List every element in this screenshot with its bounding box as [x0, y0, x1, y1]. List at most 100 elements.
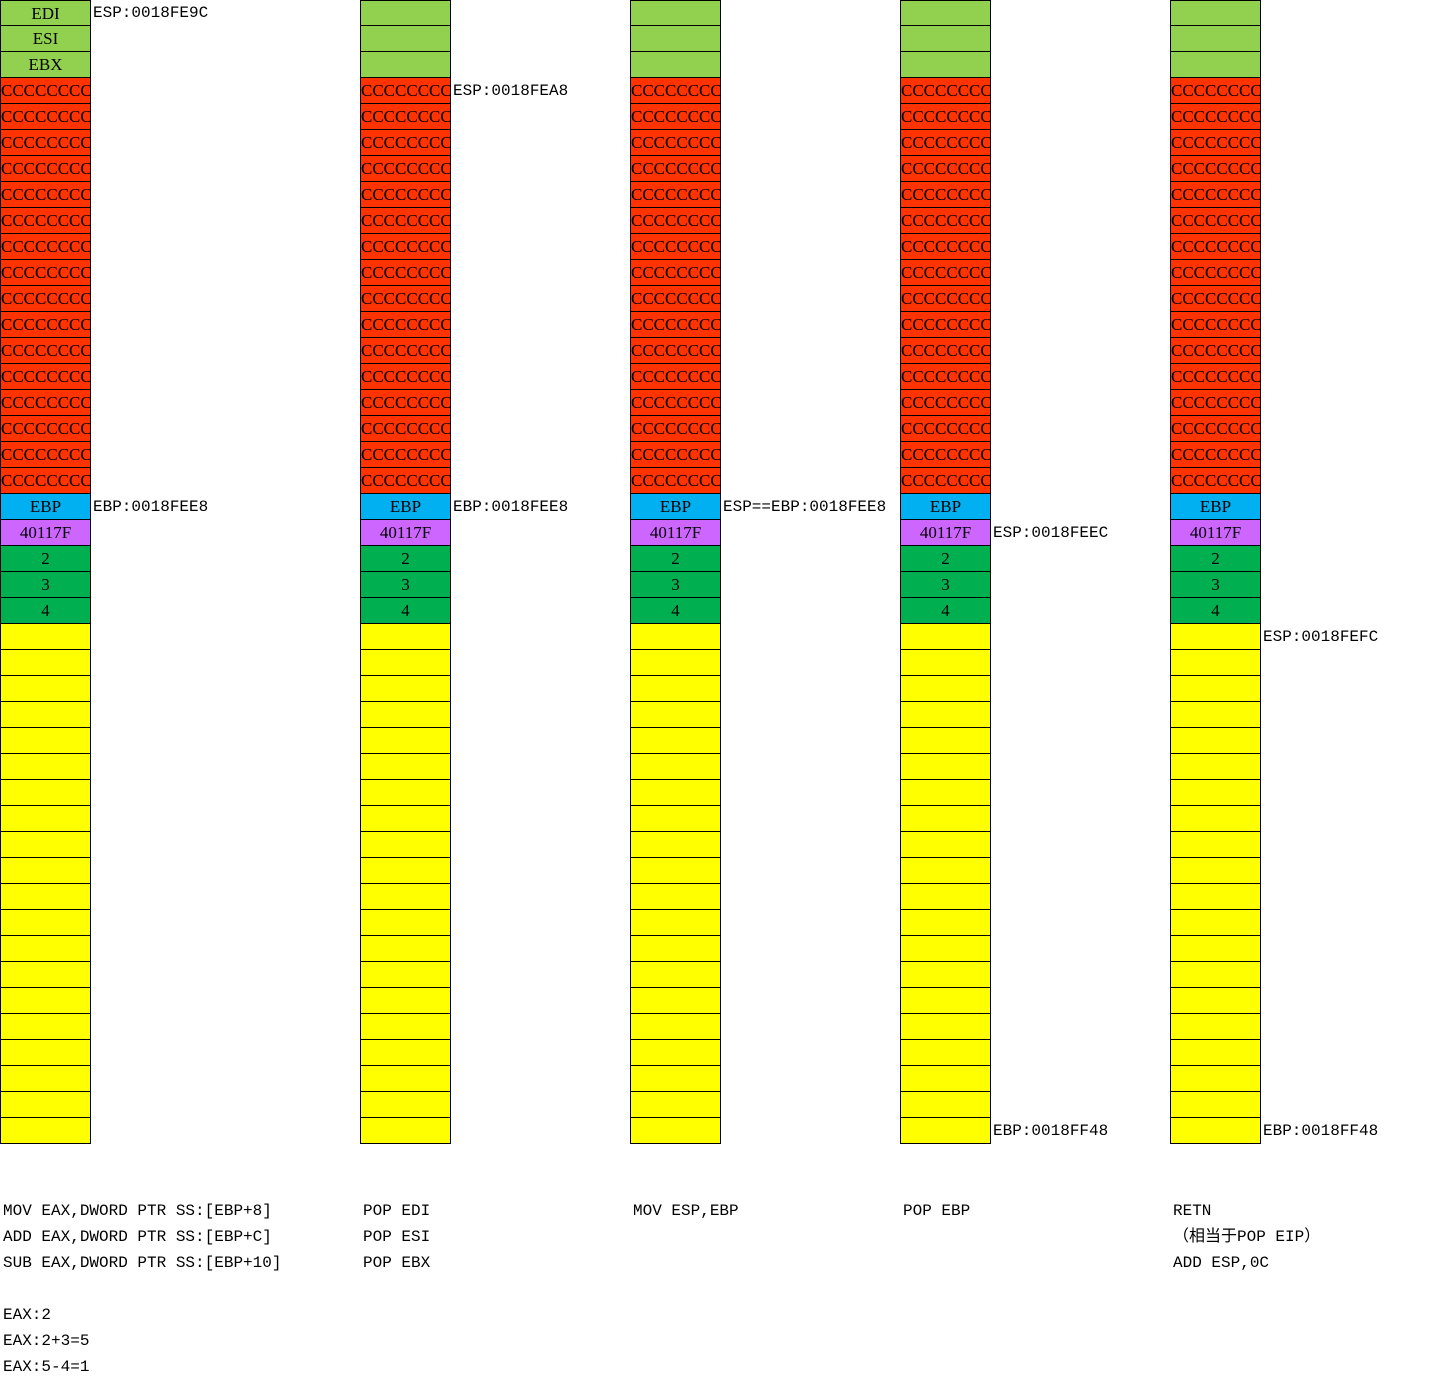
stack-cell-local: CCCCCCCC [1170, 78, 1262, 104]
stack-cell-empty [0, 676, 91, 702]
register-pointer-label: ESP:0018FE9C [93, 4, 209, 22]
register-pointer-label: ESP:0018FEEC [993, 524, 1109, 542]
stack-cell-saved: EBX [0, 52, 91, 78]
register-pointer-label: ESP==EBP:0018FEE8 [723, 498, 887, 516]
stack-cell-empty [630, 1118, 721, 1144]
stack-cell-empty [630, 1066, 721, 1092]
stack-cell-local: CCCCCCCC [900, 338, 992, 364]
stack-cell-empty [0, 1040, 91, 1066]
stack-cell-local: CCCCCCCC [0, 338, 92, 364]
stack-cell-local: CCCCCCCC [1170, 260, 1262, 286]
stack-cell-local: CCCCCCCC [1170, 390, 1262, 416]
stack-cell-local: CCCCCCCC [0, 416, 92, 442]
stack-cell-empty [360, 624, 451, 650]
stack-cell-empty [360, 1040, 451, 1066]
eax-result-line: EAX:5-4=1 [3, 1358, 90, 1376]
instruction-line: POP EBP [903, 1202, 971, 1220]
register-pointer-label: EBP:0018FF48 [1263, 1122, 1379, 1140]
stack-cell-empty [630, 650, 721, 676]
stack-cell-local: CCCCCCCC [360, 416, 452, 442]
stack-cell-empty [0, 988, 91, 1014]
stack-cell-empty [900, 702, 991, 728]
stack-cell-local: CCCCCCCC [0, 182, 92, 208]
stack-cell-empty [900, 780, 991, 806]
stack-cell-empty [360, 936, 451, 962]
stack-cell-local: CCCCCCCC [1170, 182, 1262, 208]
stack-cell-local: CCCCCCCC [360, 234, 452, 260]
stack-cell-ebp: EBP [360, 494, 451, 520]
stack-cell-empty [1170, 910, 1261, 936]
instruction-line: POP ESI [363, 1228, 431, 1246]
stack-cell-empty [360, 988, 451, 1014]
stack-cell-local: CCCCCCCC [360, 260, 452, 286]
stack-cell-saved [630, 26, 721, 52]
instruction-line: RETN [1173, 1202, 1212, 1220]
stack-cell-local: CCCCCCCC [360, 468, 452, 494]
stack-cell-local: CCCCCCCC [630, 234, 722, 260]
stack-cell-local: CCCCCCCC [900, 312, 992, 338]
eax-result-line: EAX:2+3=5 [3, 1332, 90, 1350]
stack-cell-empty [1170, 858, 1261, 884]
stack-cell-ret: 40117F [630, 520, 721, 546]
stack-cell-arg: 2 [360, 546, 451, 572]
stack-cell-saved [360, 0, 451, 26]
stack-cell-local: CCCCCCCC [1170, 156, 1262, 182]
stack-cell-empty [630, 1092, 721, 1118]
stack-cell-empty [630, 624, 721, 650]
stack-cell-empty [900, 806, 991, 832]
stack-cell-local: CCCCCCCC [900, 260, 992, 286]
stack-cell-local: CCCCCCCC [0, 208, 92, 234]
stack-cell-saved [360, 52, 451, 78]
stack-cell-local: CCCCCCCC [1170, 416, 1262, 442]
stack-cell-empty [0, 910, 91, 936]
stack-cell-local: CCCCCCCC [630, 182, 722, 208]
stack-cell-empty [630, 884, 721, 910]
stack-cell-local: CCCCCCCC [1170, 286, 1262, 312]
stack-cell-empty [630, 910, 721, 936]
stack-cell-local: CCCCCCCC [360, 156, 452, 182]
stack-cell-ebp: EBP [1170, 494, 1261, 520]
stack-cell-empty [360, 1014, 451, 1040]
stack-cell-local: CCCCCCCC [0, 286, 92, 312]
instruction-line: ADD ESP,0C [1173, 1254, 1270, 1272]
stack-cell-empty [360, 780, 451, 806]
stack-cell-empty [900, 1066, 991, 1092]
stack-cell-local: CCCCCCCC [360, 338, 452, 364]
stack-cell-local: CCCCCCCC [630, 312, 722, 338]
stack-cell-empty [1170, 728, 1261, 754]
stack-cell-empty [630, 858, 721, 884]
stack-cell-local: CCCCCCCC [900, 182, 992, 208]
stack-cell-local: CCCCCCCC [360, 104, 452, 130]
stack-cell-empty [360, 962, 451, 988]
stack-cell-local: CCCCCCCC [630, 442, 722, 468]
stack-cell-empty [900, 910, 991, 936]
stack-cell-empty [900, 1092, 991, 1118]
stack-cell-ret: 40117F [1170, 520, 1261, 546]
stack-cell-empty [0, 858, 91, 884]
stack-cell-local: CCCCCCCC [360, 442, 452, 468]
stack-cell-saved [630, 0, 721, 26]
stack-cell-empty [1170, 806, 1261, 832]
stack-cell-empty [1170, 1040, 1261, 1066]
stack-cell-arg: 3 [630, 572, 721, 598]
stack-cell-saved: ESI [0, 26, 91, 52]
stack-cell-empty [1170, 1014, 1261, 1040]
stack-cell-empty [630, 728, 721, 754]
stack-cell-empty [0, 806, 91, 832]
stack-cell-empty [630, 754, 721, 780]
stack-cell-empty [1170, 1118, 1261, 1144]
stack-cell-empty [0, 832, 91, 858]
stack-cell-empty [360, 676, 451, 702]
instruction-line: POP EDI [363, 1202, 431, 1220]
stack-cell-local: CCCCCCCC [0, 364, 92, 390]
stack-cell-empty [360, 754, 451, 780]
stack-cell-saved [360, 26, 451, 52]
stack-cell-empty [900, 832, 991, 858]
stack-cell-saved [1170, 26, 1261, 52]
stack-cell-local: CCCCCCCC [360, 364, 452, 390]
stack-cell-empty [360, 884, 451, 910]
stack-cell-local: CCCCCCCC [0, 390, 92, 416]
stack-cell-empty [360, 832, 451, 858]
stack-cell-empty [630, 806, 721, 832]
stack-cell-local: CCCCCCCC [630, 260, 722, 286]
